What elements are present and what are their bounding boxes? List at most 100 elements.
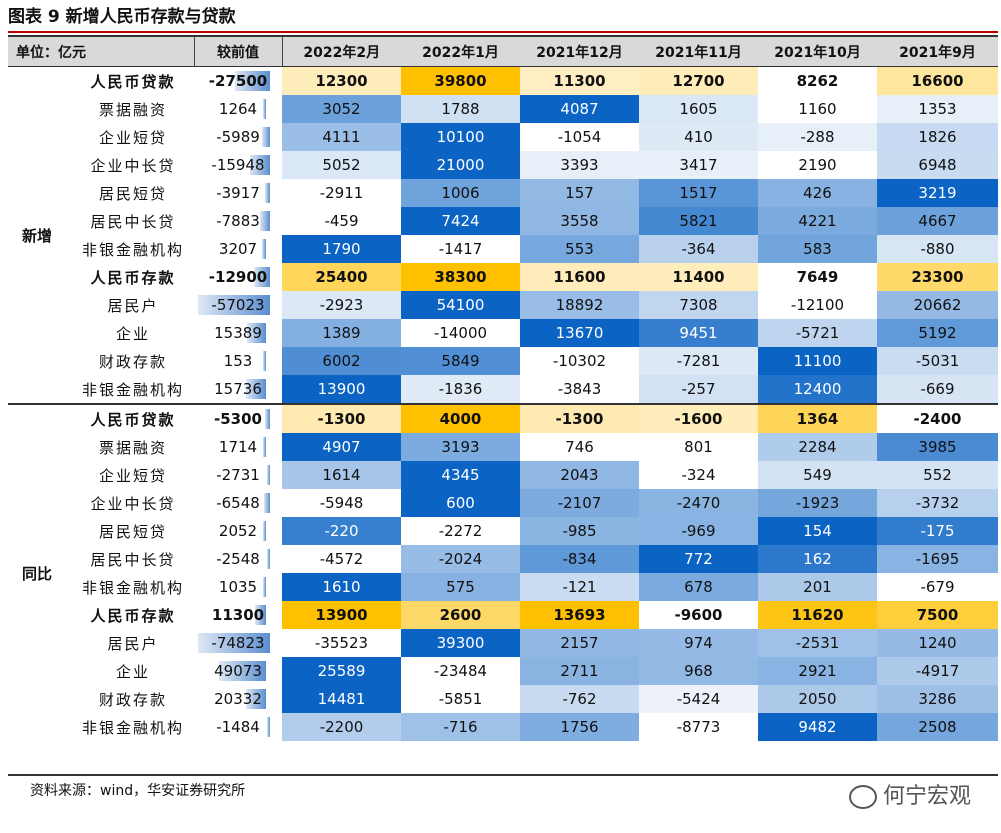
value-cell: 8262	[758, 66, 877, 95]
change-bar	[267, 549, 270, 569]
change-value: 1714	[218, 438, 258, 456]
value-cell: -2107	[520, 489, 639, 517]
value-cell: 4907	[282, 433, 401, 461]
table-row: 新增 人民币贷款 -27500 12300 39800 11300 12700 8262 166…	[8, 66, 998, 245]
change-bar	[219, 661, 266, 681]
row-label: 企业	[115, 324, 150, 343]
value-cell: 1788	[401, 95, 520, 123]
value-cell: 4221	[758, 207, 877, 235]
value-cell: 1006	[401, 179, 520, 207]
change-cell: 153	[194, 347, 282, 375]
value-cell: -1695	[877, 545, 998, 573]
value-cell: -1600	[639, 403, 758, 433]
value-cell: 1353	[877, 95, 998, 123]
change-cell: -2731	[194, 461, 282, 489]
row-label: 居民户	[107, 634, 159, 653]
value-cell: 1610	[282, 573, 401, 601]
change-value: -57023	[211, 296, 265, 314]
table-row: 票据融资 1264 3052 1788 4087 1605 1160 1353	[8, 95, 998, 123]
change-value: -5300	[214, 410, 262, 428]
value-cell: -985	[520, 517, 639, 545]
value-cell: -2400	[877, 403, 998, 433]
change-cell: 15389	[194, 319, 282, 347]
value-cell: -2531	[758, 629, 877, 657]
change-bar	[255, 605, 266, 625]
value-cell: 1614	[282, 461, 401, 489]
value-cell: -1417	[401, 235, 520, 263]
value-cell: 746	[520, 433, 639, 461]
value-cell: -969	[639, 517, 758, 545]
value-cell: -1836	[401, 375, 520, 404]
source-note: 资料来源：wind，华安证券研究所	[30, 783, 246, 799]
value-cell: 3286	[877, 685, 998, 713]
change-bar	[267, 717, 270, 737]
change-cell: 2052	[194, 517, 282, 545]
value-cell: 3193	[401, 433, 520, 461]
value-cell: 12300	[282, 66, 401, 95]
month-header: 2022年1月	[401, 35, 520, 67]
row-label: 非银金融机构	[81, 718, 184, 737]
row-label: 居民中长贷	[90, 212, 176, 231]
table-row: 居民户 -57023 -2923 54100 18892 7308 -12100 20662	[8, 291, 998, 319]
value-cell: 7424	[401, 207, 520, 235]
value-cell: 3393	[520, 151, 639, 179]
value-cell: 7500	[877, 601, 998, 629]
row-label: 人民币贷款	[66, 403, 194, 433]
value-cell: -880	[877, 235, 998, 263]
change-cell: 1035	[194, 573, 282, 601]
value-cell: 11620	[758, 601, 877, 629]
change-value: 153	[223, 352, 253, 370]
value-cell: -1923	[758, 489, 877, 517]
change-cell: -2548	[194, 545, 282, 573]
table-row: 财政存款 153 6002 5849 -10302 -7281 11100 -5031	[8, 347, 998, 375]
table-row: 非银金融机构 -1484 -2200 -716 1756 -8773 9482 2508	[8, 713, 998, 741]
change-value: 3207	[218, 240, 258, 258]
value-cell: 7308	[639, 291, 758, 319]
value-cell: -2272	[401, 517, 520, 545]
row-label: 企业短贷	[98, 466, 167, 485]
change-cell: -1484	[194, 713, 282, 741]
row-label: 企业中长贷	[90, 494, 176, 513]
change-value: -1484	[216, 718, 260, 736]
value-cell: 18892	[520, 291, 639, 319]
value-cell: -8773	[639, 713, 758, 741]
row-label: 票据融资	[98, 438, 167, 457]
month-header: 2021年10月	[758, 35, 877, 67]
table-row: 非银金融机构 3207 1790 -1417 553 -364 583 -880	[8, 235, 998, 263]
table-row: 居民户 -74823 -35523 39300 2157 974 -2531 1240	[8, 629, 998, 657]
row-label: 居民中长贷	[90, 550, 176, 569]
value-cell: 4345	[401, 461, 520, 489]
value-cell: 5849	[401, 347, 520, 375]
value-cell: 12700	[639, 66, 758, 95]
table-row: 居民短贷 2052 -220 -2272 -985 -969 154 -175	[8, 517, 998, 545]
value-cell: -2024	[401, 545, 520, 573]
value-cell: 11100	[758, 347, 877, 375]
value-cell: 600	[401, 489, 520, 517]
row-label: 票据融资	[98, 100, 167, 119]
row-label: 居民户	[107, 296, 159, 315]
change-value: -27500	[208, 72, 268, 90]
value-cell: -9600	[639, 601, 758, 629]
value-cell: 5052	[282, 151, 401, 179]
value-cell: -5948	[282, 489, 401, 517]
value-cell: 2284	[758, 433, 877, 461]
footer-rule	[8, 774, 998, 776]
value-cell: 4667	[877, 207, 998, 235]
value-cell: 1790	[282, 235, 401, 263]
value-cell: -12100	[758, 291, 877, 319]
value-cell: 678	[639, 573, 758, 601]
value-cell: -5721	[758, 319, 877, 347]
value-cell: 38300	[401, 263, 520, 291]
change-value: -12900	[208, 268, 268, 286]
change-bar	[198, 295, 270, 315]
change-value: 15736	[214, 380, 262, 398]
value-cell: 4000	[401, 403, 520, 433]
header-row: 单位：亿元 较前值 2022年2月 2022年1月 2021年12月 2021年…	[8, 35, 998, 67]
table-row: 企业短贷 -5989 4111 10100 -1054 410 -288 1826	[8, 123, 998, 151]
change-header: 较前值	[193, 35, 283, 67]
month-header: 2021年11月	[639, 35, 758, 67]
wechat-icon	[848, 785, 877, 809]
change-bar	[267, 465, 270, 485]
value-cell: -679	[877, 573, 998, 601]
value-cell: 2043	[520, 461, 639, 489]
